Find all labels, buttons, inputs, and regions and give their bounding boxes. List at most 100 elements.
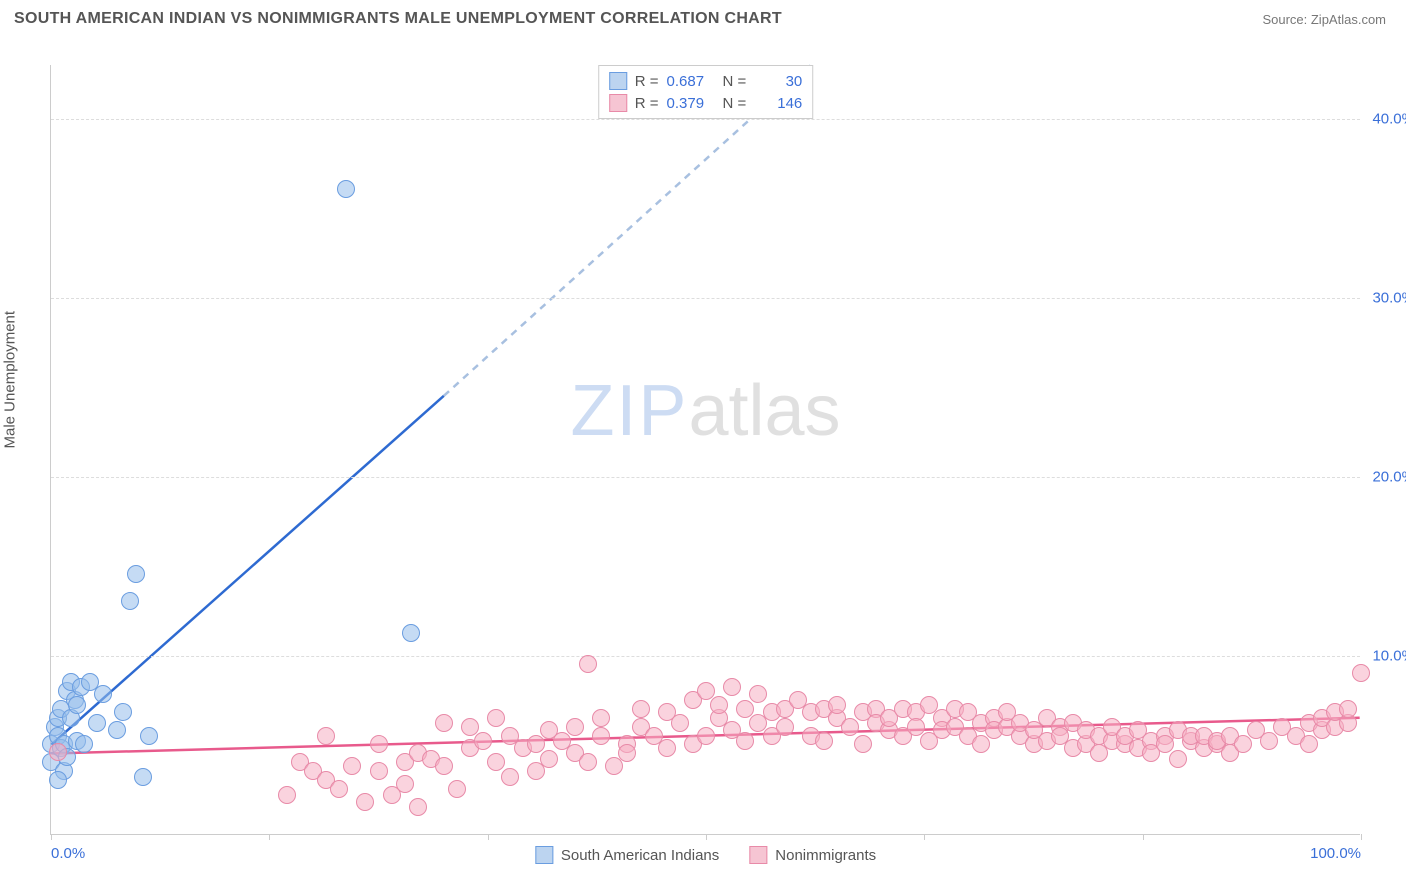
x-tick	[924, 834, 925, 840]
scatter-point-series-2	[697, 682, 715, 700]
legend-item-series-1: South American Indians	[535, 846, 719, 864]
scatter-point-series-1	[68, 696, 86, 714]
scatter-point-series-2	[1300, 735, 1318, 753]
x-tick	[488, 834, 489, 840]
scatter-point-series-2	[1156, 735, 1174, 753]
scatter-point-series-2	[658, 739, 676, 757]
r-value: 0.379	[667, 95, 715, 112]
scatter-point-series-2	[697, 727, 715, 745]
scatter-point-series-2	[776, 718, 794, 736]
scatter-point-series-2	[501, 768, 519, 786]
x-tick	[51, 834, 52, 840]
legend-row-series-2: R = 0.379 N = 146	[609, 92, 803, 114]
scatter-point-series-2	[487, 709, 505, 727]
scatter-point-series-2	[828, 696, 846, 714]
scatter-point-series-2	[579, 753, 597, 771]
scatter-point-series-2	[854, 735, 872, 753]
scatter-point-series-2	[579, 655, 597, 673]
legend-label: South American Indians	[561, 847, 719, 864]
chart-title: SOUTH AMERICAN INDIAN VS NONIMMIGRANTS M…	[14, 10, 782, 28]
scatter-point-series-2	[487, 753, 505, 771]
watermark-zip: ZIP	[570, 371, 688, 451]
scatter-point-series-2	[566, 718, 584, 736]
scatter-point-series-2	[409, 798, 427, 816]
scatter-point-series-2	[841, 718, 859, 736]
scatter-point-series-2	[527, 735, 545, 753]
scatter-point-series-2	[1352, 664, 1370, 682]
legend-label: Nonimmigrants	[775, 847, 876, 864]
scatter-point-series-2	[710, 696, 728, 714]
scatter-point-series-2	[723, 678, 741, 696]
series-legend: South American Indians Nonimmigrants	[535, 846, 876, 864]
y-tick-label: 30.0%	[1372, 289, 1406, 306]
scatter-point-series-2	[972, 735, 990, 753]
scatter-point-series-2	[540, 750, 558, 768]
swatch-icon	[609, 72, 627, 90]
legend-item-series-2: Nonimmigrants	[749, 846, 876, 864]
scatter-point-series-1	[108, 721, 126, 739]
n-label: N =	[723, 95, 747, 112]
scatter-point-series-2	[749, 685, 767, 703]
trend-lines-layer	[51, 65, 1360, 834]
y-tick-label: 20.0%	[1372, 468, 1406, 485]
scatter-point-series-1	[94, 685, 112, 703]
scatter-point-series-2	[370, 735, 388, 753]
correlation-legend: R = 0.687 N = 30 R = 0.379 N = 146	[598, 65, 814, 119]
scatter-point-series-2	[592, 709, 610, 727]
swatch-icon	[535, 846, 553, 864]
gridline	[51, 656, 1360, 657]
y-tick-label: 40.0%	[1372, 110, 1406, 127]
scatter-point-series-2	[49, 743, 67, 761]
watermark: ZIPatlas	[570, 370, 840, 452]
x-tick	[1361, 834, 1362, 840]
scatter-point-series-1	[88, 714, 106, 732]
plot-area: ZIPatlas R = 0.687 N = 30 R = 0.379 N = …	[50, 65, 1360, 835]
scatter-point-series-2	[461, 718, 479, 736]
r-label: R =	[635, 95, 659, 112]
scatter-point-series-2	[736, 700, 754, 718]
x-tick	[1143, 834, 1144, 840]
scatter-point-series-2	[1339, 700, 1357, 718]
n-label: N =	[723, 73, 747, 90]
scatter-point-series-2	[618, 744, 636, 762]
scatter-point-series-2	[474, 732, 492, 750]
source-attribution: Source: ZipAtlas.com	[1262, 12, 1386, 27]
scatter-point-series-1	[140, 727, 158, 745]
r-label: R =	[635, 73, 659, 90]
gridline	[51, 298, 1360, 299]
header: SOUTH AMERICAN INDIAN VS NONIMMIGRANTS M…	[0, 0, 1406, 32]
scatter-point-series-2	[396, 775, 414, 793]
gridline	[51, 477, 1360, 478]
scatter-point-series-2	[370, 762, 388, 780]
scatter-point-series-2	[1260, 732, 1278, 750]
legend-row-series-1: R = 0.687 N = 30	[609, 70, 803, 92]
scatter-point-series-1	[402, 624, 420, 642]
swatch-icon	[749, 846, 767, 864]
scatter-point-series-1	[134, 768, 152, 786]
scatter-point-series-2	[435, 757, 453, 775]
scatter-point-series-2	[632, 700, 650, 718]
scatter-point-series-2	[671, 714, 689, 732]
scatter-point-series-2	[815, 732, 833, 750]
scatter-point-series-2	[330, 780, 348, 798]
x-tick-label-max: 100.0%	[1310, 845, 1361, 862]
scatter-point-series-1	[75, 735, 93, 753]
scatter-point-series-2	[278, 786, 296, 804]
scatter-point-series-2	[1169, 750, 1187, 768]
scatter-point-series-2	[343, 757, 361, 775]
scatter-point-series-1	[337, 180, 355, 198]
gridline	[51, 119, 1360, 120]
chart-container: Male Unemployment ZIPatlas R = 0.687 N =…	[0, 40, 1406, 892]
y-tick-label: 10.0%	[1372, 647, 1406, 664]
scatter-point-series-2	[317, 727, 335, 745]
x-tick	[706, 834, 707, 840]
scatter-point-series-2	[448, 780, 466, 798]
scatter-point-series-1	[127, 565, 145, 583]
watermark-atlas: atlas	[688, 371, 840, 451]
scatter-point-series-2	[592, 727, 610, 745]
x-tick	[269, 834, 270, 840]
scatter-point-series-1	[121, 592, 139, 610]
scatter-point-series-2	[435, 714, 453, 732]
scatter-point-series-2	[1234, 735, 1252, 753]
scatter-point-series-1	[114, 703, 132, 721]
